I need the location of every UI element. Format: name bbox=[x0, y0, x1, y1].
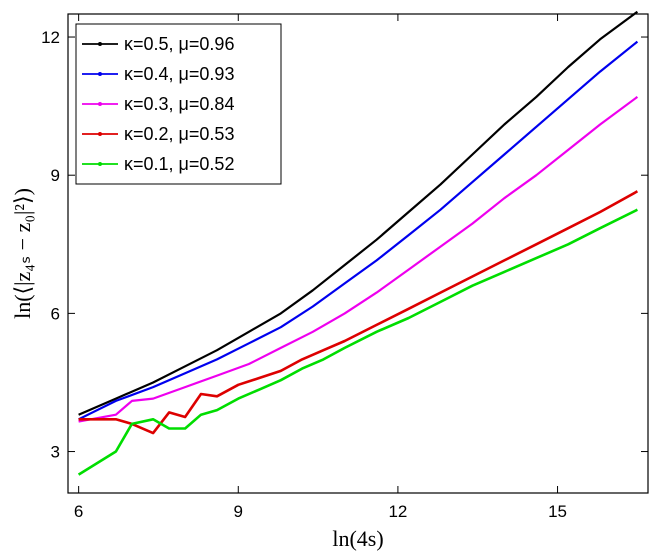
y-tick-label: 12 bbox=[41, 28, 60, 47]
x-tick-label: 6 bbox=[74, 502, 83, 521]
x-tick-label: 12 bbox=[388, 502, 407, 521]
legend-marker-1 bbox=[98, 42, 102, 46]
series-line-2 bbox=[78, 40, 639, 421]
y-tick-label: 3 bbox=[51, 443, 60, 462]
y-axis-label: ln(⟨|z₄ₛ − z₀|²⟩) bbox=[10, 188, 35, 319]
x-tick-label: 9 bbox=[234, 502, 243, 521]
y-tick-label: 9 bbox=[51, 166, 60, 185]
legend: κ=0.5, μ=0.96 κ=0.4, μ=0.93 κ=0.3, μ=0.84 κ… bbox=[75, 23, 282, 185]
series-line-3 bbox=[78, 96, 639, 423]
series-lines bbox=[77, 10, 639, 476]
series-line-1 bbox=[78, 10, 639, 416]
x-axis-label: ln(4s) bbox=[332, 526, 383, 551]
series-line-4 bbox=[78, 190, 639, 435]
legend-label-3: κ=0.3, μ=0.84 bbox=[124, 94, 234, 114]
y-tick-label: 6 bbox=[51, 304, 60, 323]
series-line-5 bbox=[77, 208, 638, 476]
legend-label-4: κ=0.2, μ=0.53 bbox=[124, 124, 234, 144]
legend-label-2: κ=0.4, μ=0.93 bbox=[124, 64, 234, 84]
legend-marker-2 bbox=[98, 72, 102, 76]
axes bbox=[67, 13, 649, 494]
plot-frame bbox=[67, 13, 649, 494]
legend-marker-5 bbox=[98, 162, 102, 166]
legend-marker-3 bbox=[98, 102, 102, 106]
x-tick-label: 15 bbox=[548, 502, 567, 521]
x-axis-ticks: 6 9 12 15 bbox=[74, 14, 567, 521]
legend-label-1: κ=0.5, μ=0.96 bbox=[124, 34, 234, 54]
legend-marker-4 bbox=[98, 132, 102, 136]
legend-label-5: κ=0.1, μ=0.52 bbox=[124, 154, 234, 174]
y-axis-ticks: 3 6 9 12 bbox=[41, 28, 648, 462]
